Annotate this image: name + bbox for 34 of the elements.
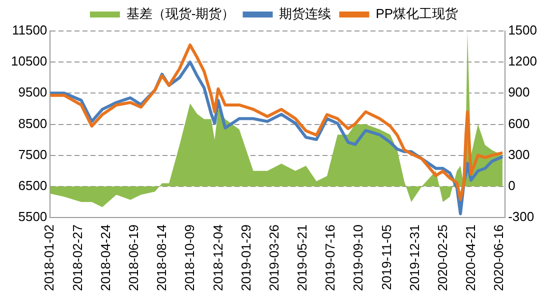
y-tick-label: 11500 — [12, 22, 48, 38]
x-tick-label: 2019-03-26 — [266, 224, 282, 291]
y-tick-label: 8500 — [18, 116, 48, 131]
legend-label: PP煤化工现货 — [376, 6, 458, 22]
y2-tick-label: 1200 — [508, 54, 537, 69]
x-tick-label: 2018-12-04 — [210, 224, 226, 291]
legend-label: 基差（现货-期货） — [126, 6, 235, 22]
x-tick-label: 2019-05-21 — [294, 224, 310, 291]
x-tick-label: 2020-02-25 — [434, 224, 450, 291]
y2-tick-label: -300 — [508, 209, 534, 224]
y2-tick-label: 300 — [508, 146, 530, 162]
y2-tick-label: 900 — [508, 84, 530, 100]
y-tick-label: 5500 — [18, 209, 48, 224]
y-tick-label: 6500 — [18, 178, 48, 193]
y2-tick-label: 1500 — [508, 22, 537, 38]
x-tick-label: 2018-06-19 — [126, 224, 141, 291]
x-tick-label: 2018-04-24 — [98, 224, 113, 291]
y2-tick-label: 0 — [508, 178, 516, 193]
x-tick-label: 2018-10-09 — [182, 224, 198, 291]
x-tick-label: 2018-08-14 — [154, 224, 170, 291]
x-tick-label: 2019-01-29 — [238, 224, 254, 291]
y2-tick-label: 600 — [508, 116, 530, 131]
x-tick-label: 2020-04-21 — [463, 224, 478, 291]
y-tick-label: 7500 — [18, 146, 48, 162]
x-tick-label: 2018-02-27 — [70, 224, 85, 291]
x-tick-label: 2020-06-16 — [491, 224, 506, 291]
x-tick-label: 2019-07-16 — [322, 224, 338, 291]
legend-label: 期货连续 — [279, 6, 332, 22]
y-tick-label: 10500 — [10, 54, 48, 69]
x-tick-label: 2019-09-10 — [350, 224, 366, 291]
x-tick-label: 2018-01-02 — [42, 224, 57, 291]
x-tick-label: 2019-12-31 — [406, 224, 422, 291]
x-tick-label: 2019-11-05 — [378, 224, 394, 290]
y-tick-label: 9500 — [18, 84, 48, 100]
